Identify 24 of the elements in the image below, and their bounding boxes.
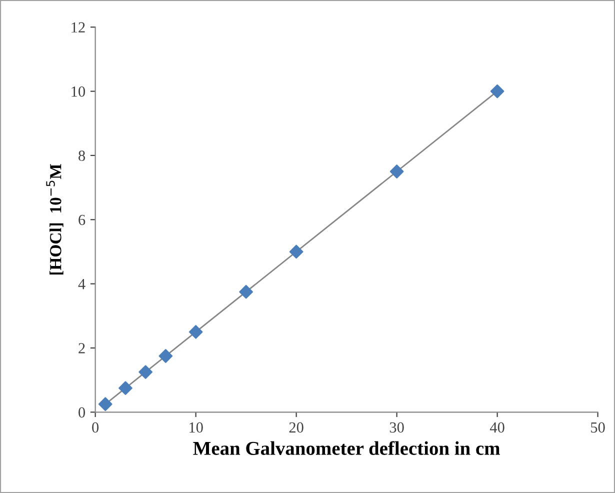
x-tick-label: 40 (490, 422, 504, 433)
y-tick-label: 12 (72, 22, 85, 32)
point (188, 325, 203, 339)
x-tick-label: 20 (289, 422, 304, 433)
point (98, 397, 112, 412)
y-axis-title: [HOCl] 10$^{−5}$M (46, 164, 64, 275)
point (289, 244, 304, 259)
x-tick-label: 0 (92, 422, 99, 433)
x-axis-title: Mean Galvanometer deflection in cm (193, 441, 500, 455)
point (158, 349, 173, 363)
point (138, 365, 152, 379)
y-tick-label: 6 (78, 214, 86, 226)
y-tick-label: 0 (78, 407, 86, 418)
y-tick-label: 2 (78, 343, 85, 354)
point (390, 164, 404, 178)
point (239, 284, 253, 299)
x-tick-label: 50 (591, 422, 605, 433)
point (118, 381, 132, 395)
x-tick-label: 10 (190, 422, 203, 433)
x-tick-label: 30 (390, 422, 404, 433)
y-tick-label: 8 (78, 150, 86, 161)
y-tick-label: 10 (72, 86, 86, 97)
y-tick-label: 4 (78, 279, 86, 290)
point (490, 84, 504, 98)
